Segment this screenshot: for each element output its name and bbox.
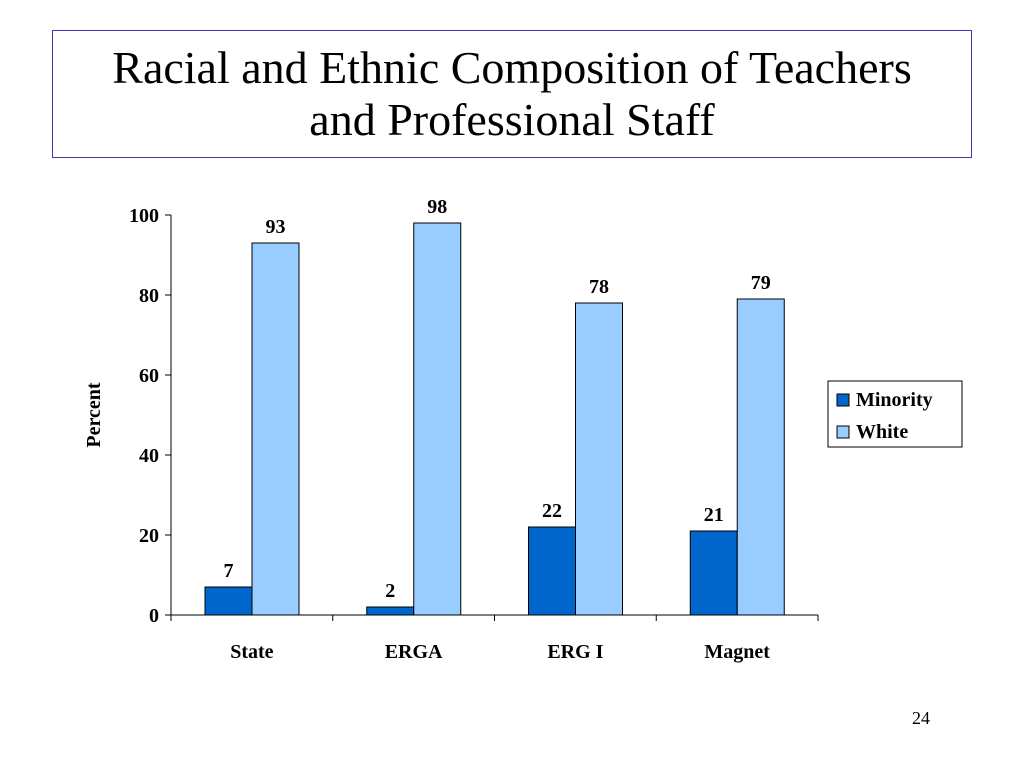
bar-minority xyxy=(204,586,253,616)
bar-white xyxy=(413,222,462,616)
x-tick-label: ERGA xyxy=(385,641,443,663)
data-label: 79 xyxy=(751,272,771,294)
bar-white xyxy=(575,302,623,616)
x-tick-label: Magnet xyxy=(704,641,770,663)
slide-title: Racial and Ethnic Composition of Teacher… xyxy=(112,42,912,145)
y-tick-label: 80 xyxy=(139,285,159,307)
page-number: 24 xyxy=(912,708,930,728)
data-label: 98 xyxy=(427,196,447,218)
data-label: 22 xyxy=(542,500,562,522)
x-tick-label: ERG I xyxy=(547,641,603,663)
legend-box xyxy=(827,380,963,448)
x-tick-label: State xyxy=(230,641,273,663)
title-box: Racial and Ethnic Composition of Teacher… xyxy=(52,30,972,158)
y-axis-title: Percent xyxy=(83,382,105,447)
data-label: 93 xyxy=(266,216,286,238)
bar-minority xyxy=(366,606,415,616)
y-tick-label: 100 xyxy=(129,205,159,227)
bar-white xyxy=(736,298,785,616)
legend-swatch-minority xyxy=(836,393,850,407)
bar-white xyxy=(251,242,300,616)
y-tick-label: 20 xyxy=(139,525,159,547)
data-label: 78 xyxy=(589,276,609,298)
legend-label-white: White xyxy=(856,421,908,443)
y-tick-label: 60 xyxy=(139,365,159,387)
y-tick-label: 0 xyxy=(149,605,159,627)
data-label: 21 xyxy=(704,504,724,526)
data-label: 2 xyxy=(385,580,395,602)
legend-swatch-white xyxy=(836,425,850,439)
data-label: 7 xyxy=(224,560,234,582)
legend-label-minority: Minority xyxy=(856,389,933,411)
bar-minority xyxy=(528,526,576,616)
y-tick-label: 40 xyxy=(139,445,159,467)
bar-minority xyxy=(689,530,738,616)
